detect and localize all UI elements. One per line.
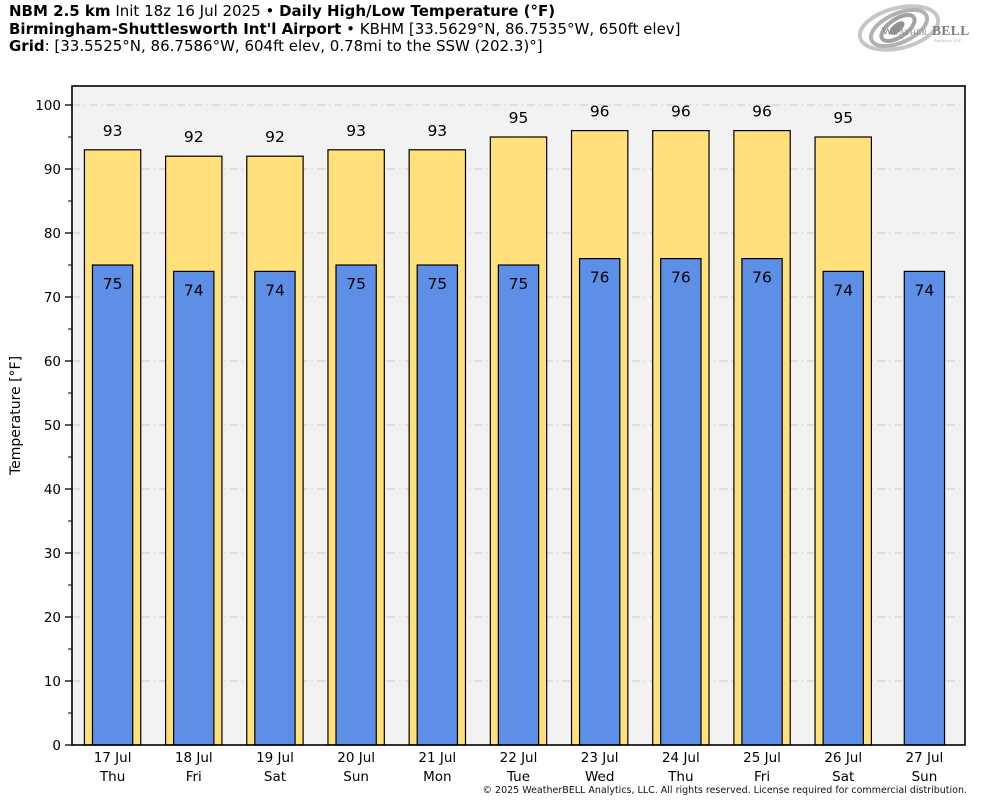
high-value-label: 93 bbox=[103, 122, 123, 140]
x-tick-day: Wed bbox=[585, 769, 614, 785]
x-tick-date: 23 Jul bbox=[581, 750, 619, 766]
x-tick-day: Thu bbox=[99, 769, 125, 785]
low-bar bbox=[741, 258, 783, 746]
high-value-label: 96 bbox=[671, 103, 691, 121]
high-value-label: 92 bbox=[184, 128, 204, 146]
bullet-separator: • bbox=[341, 19, 360, 38]
x-tick-date: 26 Jul bbox=[824, 750, 862, 766]
x-tick-date: 22 Jul bbox=[500, 750, 538, 766]
low-value-label: 75 bbox=[509, 275, 529, 293]
low-bar bbox=[91, 264, 134, 746]
y-tick-label: 100 bbox=[35, 98, 61, 114]
high-value-label: 92 bbox=[265, 128, 285, 146]
low-bar bbox=[416, 264, 459, 746]
low-bar bbox=[335, 264, 377, 746]
x-tick-date: 21 Jul bbox=[418, 750, 456, 766]
high-value-label: 93 bbox=[346, 122, 366, 140]
x-tick-day: Sun bbox=[912, 769, 938, 785]
low-bar bbox=[822, 270, 864, 746]
high-value-label: 96 bbox=[752, 103, 772, 121]
chart-title: Daily High/Low Temperature (°F) bbox=[279, 2, 556, 20]
y-tick-label: 0 bbox=[52, 738, 61, 754]
y-tick-label: 90 bbox=[44, 162, 61, 178]
y-tick-label: 40 bbox=[44, 482, 61, 498]
logo-text-bell: BELL bbox=[932, 23, 970, 38]
grid-details: : [33.5525°N, 86.7586°W, 604ft elev, 0.7… bbox=[44, 37, 543, 56]
weatherbell-logo: Weather BELL Analytics LLC bbox=[857, 4, 970, 52]
low-bar bbox=[254, 270, 296, 746]
y-tick-label: 80 bbox=[44, 226, 61, 242]
y-tick-label: 70 bbox=[44, 290, 61, 306]
x-tick-date: 19 Jul bbox=[256, 750, 294, 766]
x-tick-day: Sat bbox=[832, 769, 854, 785]
low-bar bbox=[660, 258, 702, 746]
x-tick-day: Sat bbox=[264, 769, 286, 785]
high-value-label: 93 bbox=[427, 122, 447, 140]
low-value-label: 75 bbox=[103, 275, 123, 293]
chart-header: NBM 2.5 km Init 18z 16 Jul 2025 • Daily … bbox=[9, 2, 681, 56]
x-tick-day: Thu bbox=[667, 769, 693, 785]
low-value-label: 74 bbox=[184, 281, 204, 299]
x-tick-date: 18 Jul bbox=[175, 750, 213, 766]
station-name: Birmingham-Shuttlesworth Int'l Airport bbox=[9, 19, 342, 38]
low-bar bbox=[497, 264, 540, 746]
station-details: KBHM [33.5629°N, 86.7535°W, 650ft elev] bbox=[359, 19, 681, 38]
low-bar bbox=[173, 270, 215, 746]
x-tick-date: 17 Jul bbox=[94, 750, 132, 766]
x-tick-day: Fri bbox=[754, 769, 770, 785]
y-tick-label: 50 bbox=[44, 418, 61, 434]
low-value-label: 74 bbox=[265, 281, 285, 299]
x-tick-day: Fri bbox=[186, 769, 202, 785]
x-tick-date: 24 Jul bbox=[662, 750, 700, 766]
y-tick-label: 20 bbox=[44, 610, 61, 626]
low-value-label: 75 bbox=[346, 275, 366, 293]
header-line-3: Grid: [33.5525°N, 86.7586°W, 604ft elev,… bbox=[9, 37, 681, 56]
y-tick-label: 60 bbox=[44, 354, 61, 370]
model-name: NBM 2.5 km bbox=[9, 2, 111, 20]
low-value-label: 74 bbox=[915, 281, 935, 299]
low-value-label: 76 bbox=[671, 269, 691, 287]
logo-subtext: Analytics LLC bbox=[934, 38, 962, 43]
bullet-separator: • bbox=[265, 2, 280, 20]
x-tick-day: Tue bbox=[506, 769, 530, 785]
y-tick-label: 10 bbox=[44, 674, 61, 690]
low-value-label: 76 bbox=[590, 269, 610, 287]
init-time: Init 18z 16 Jul 2025 bbox=[110, 2, 266, 20]
high-value-label: 95 bbox=[509, 109, 529, 127]
low-bar bbox=[578, 258, 621, 746]
header-line-1: NBM 2.5 km Init 18z 16 Jul 2025 • Daily … bbox=[9, 2, 681, 21]
low-value-label: 74 bbox=[833, 281, 853, 299]
copyright-notice: © 2025 WeatherBELL Analytics, LLC. All r… bbox=[482, 785, 967, 796]
x-tick-day: Sun bbox=[343, 769, 369, 785]
logo-text-weather: Weather bbox=[882, 26, 928, 38]
y-axis-title: Temperature [°F] bbox=[8, 356, 24, 476]
plot-border bbox=[71, 85, 966, 746]
y-tick-label: 30 bbox=[44, 546, 61, 562]
low-value-label: 76 bbox=[752, 269, 772, 287]
grid-label: Grid bbox=[9, 37, 45, 56]
header-line-2: Birmingham-Shuttlesworth Int'l Airport •… bbox=[9, 19, 681, 39]
x-tick-date: 25 Jul bbox=[743, 750, 781, 766]
low-bar bbox=[903, 270, 946, 746]
x-tick-date: 20 Jul bbox=[337, 750, 375, 766]
high-value-label: 95 bbox=[833, 109, 853, 127]
hurricane-swirl-icon bbox=[857, 4, 941, 52]
low-value-label: 75 bbox=[427, 275, 447, 293]
x-tick-day: Mon bbox=[423, 769, 451, 785]
high-value-label: 96 bbox=[590, 103, 610, 121]
x-tick-date: 27 Jul bbox=[906, 750, 944, 766]
